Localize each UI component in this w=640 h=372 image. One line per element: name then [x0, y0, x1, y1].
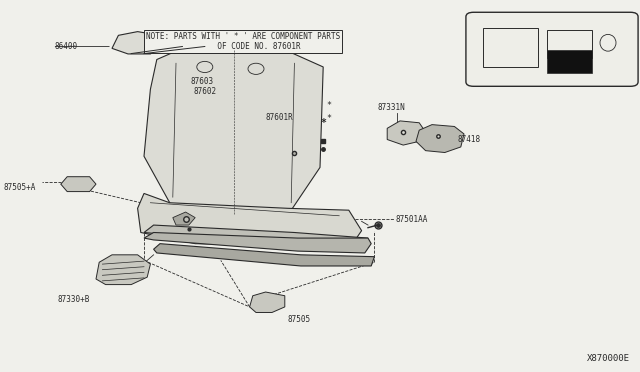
Polygon shape [138, 193, 362, 246]
Polygon shape [154, 244, 374, 266]
Polygon shape [250, 292, 285, 312]
Polygon shape [144, 46, 323, 216]
Bar [483, 28, 538, 67]
Text: 87602: 87602 [194, 87, 217, 96]
FancyBboxPatch shape [466, 12, 638, 86]
Text: NOTE: PARTS WITH ' * ' ARE COMPONENT PARTS
       OF CODE NO. 87601R: NOTE: PARTS WITH ' * ' ARE COMPONENT PAR… [146, 32, 340, 51]
Text: *: * [320, 118, 326, 128]
Polygon shape [173, 212, 195, 225]
Ellipse shape [248, 63, 264, 74]
Ellipse shape [197, 61, 212, 73]
Text: 87418: 87418 [458, 135, 481, 144]
Text: 87330+B: 87330+B [58, 295, 90, 304]
Text: 86400: 86400 [54, 42, 77, 51]
Polygon shape [144, 225, 368, 247]
Text: 87505: 87505 [288, 315, 311, 324]
Text: 87501AA: 87501AA [396, 215, 428, 224]
Bar [547, 30, 592, 58]
Text: 87603: 87603 [191, 77, 214, 86]
Polygon shape [61, 177, 96, 192]
Text: *: * [326, 101, 332, 110]
Text: 87331N: 87331N [378, 103, 405, 112]
Polygon shape [416, 125, 464, 153]
Text: *: * [326, 114, 332, 123]
Polygon shape [144, 232, 371, 253]
Text: 87505+A: 87505+A [3, 183, 36, 192]
Ellipse shape [600, 34, 616, 51]
Polygon shape [387, 121, 426, 145]
Polygon shape [112, 32, 163, 54]
Bar [547, 50, 592, 73]
Text: 87601R: 87601R [266, 113, 293, 122]
Polygon shape [96, 255, 150, 285]
Text: X870000E: X870000E [588, 354, 630, 363]
